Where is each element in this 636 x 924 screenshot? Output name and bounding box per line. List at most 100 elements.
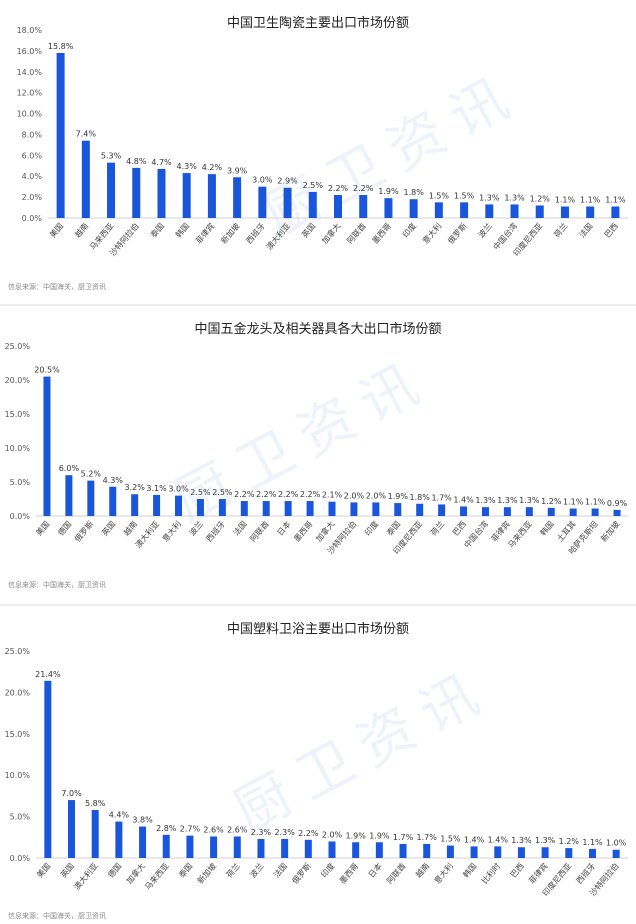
bar	[68, 800, 76, 858]
y-tick-label: 10.0%	[5, 444, 31, 453]
data-label: 4.8%	[126, 157, 147, 166]
category-label: 美国	[47, 221, 65, 240]
bar	[162, 834, 170, 858]
bar	[352, 842, 360, 858]
category-label: 法国	[577, 221, 595, 240]
source-note: 信息来源：中国海关，厨卫资讯	[8, 581, 106, 589]
y-tick-label: 14.0%	[17, 68, 43, 77]
category-label: 英国	[58, 861, 76, 880]
category-label: 荷兰	[224, 861, 242, 880]
bar	[186, 835, 194, 858]
category-label: 阿联酋	[248, 519, 271, 544]
bar	[569, 508, 577, 516]
y-tick-label: 5.0%	[10, 813, 31, 822]
data-label: 1.2%	[559, 837, 580, 846]
data-label: 1.8%	[410, 493, 431, 502]
bar	[304, 839, 312, 858]
category-label: 新加坡	[598, 519, 621, 544]
data-label: 4.2%	[202, 163, 223, 172]
category-label: 英国	[299, 221, 317, 240]
bar	[233, 836, 241, 858]
bar	[434, 202, 443, 218]
bar	[611, 206, 620, 218]
data-label: 4.3%	[177, 162, 198, 171]
category-label: 加拿大	[319, 221, 342, 246]
data-label: 1.9%	[369, 831, 390, 840]
category-label: 印度	[362, 519, 380, 538]
data-label: 1.0%	[606, 839, 627, 848]
bar	[210, 836, 218, 858]
data-label: 1.1%	[605, 196, 626, 205]
data-label: 1.3%	[519, 496, 540, 505]
chart-panel-faucets: 中国五金龙头及相关器具各大出口市场份额 厨卫资讯 0.0% 5.0% 10.0% 15…	[0, 306, 636, 604]
bar	[503, 507, 511, 516]
category-label: 日本	[366, 861, 384, 880]
category-label: 加拿大	[124, 861, 147, 886]
category-label: 阿联酋	[345, 221, 368, 246]
data-label: 1.3%	[511, 836, 532, 845]
bar	[65, 475, 73, 516]
category-label: 韩国	[461, 861, 479, 880]
category-label: 菲律宾	[489, 519, 512, 544]
category-label: 越南	[121, 519, 139, 538]
bar	[182, 173, 191, 218]
data-label: 1.2%	[541, 497, 562, 506]
chart-title: 中国卫生陶瓷主要出口市场份额	[226, 16, 409, 31]
category-label: 土耳其	[555, 519, 578, 544]
chart-panel-plastic-bath: 中国塑料卫浴主要出口市场份额 厨卫资讯 0.0% 5.0% 10.0% 15.0% 20…	[0, 606, 636, 924]
data-label: 1.3%	[535, 836, 556, 845]
data-label: 3.0%	[168, 485, 189, 494]
category-label: 比利时	[479, 861, 502, 886]
bar	[257, 838, 265, 858]
data-label: 1.3%	[497, 496, 518, 505]
source-note: 信息来源：中国海关，厨卫资讯	[8, 912, 106, 920]
category-label: 菲律宾	[193, 221, 216, 246]
category-label: 越南	[72, 221, 90, 240]
data-label: 7.4%	[76, 130, 97, 139]
bar	[423, 843, 431, 858]
data-label: 2.1%	[322, 491, 343, 500]
chart-panel-ceramics: 中国卫生陶瓷主要出口市场份额 厨卫资讯 0.0% 2.0% 4.0% 6.0% 8.0%…	[0, 0, 636, 304]
data-label: 1.7%	[431, 493, 452, 502]
data-label: 5.8%	[85, 799, 106, 808]
category-label: 墨西哥	[292, 520, 314, 544]
category-label: 西班牙	[244, 221, 267, 246]
data-label: 2.2%	[353, 184, 374, 193]
data-label: 2.7%	[180, 825, 201, 834]
data-label: 1.8%	[403, 188, 424, 197]
data-label: 1.9%	[378, 187, 399, 196]
bar	[258, 186, 267, 218]
data-label: 2.2%	[298, 829, 319, 838]
bar	[131, 494, 139, 516]
bar	[284, 501, 292, 516]
bar	[394, 503, 402, 516]
category-label: 法国	[231, 519, 249, 538]
y-tick-label: 20.0%	[5, 376, 31, 385]
bar	[207, 174, 216, 218]
y-tick-label: 20.0%	[5, 688, 31, 697]
category-label: 波兰	[248, 861, 266, 880]
bar	[481, 507, 489, 516]
data-label: 1.4%	[488, 835, 509, 844]
bar	[44, 680, 52, 858]
data-label: 2.5%	[303, 181, 324, 190]
data-label: 2.0%	[322, 830, 343, 839]
data-label: 7.0%	[61, 789, 82, 798]
y-tick-label: 18.0%	[17, 26, 43, 35]
bar	[81, 140, 90, 218]
category-label: 泰国	[148, 221, 166, 240]
data-label: 1.1%	[582, 838, 603, 847]
category-label: 英国	[99, 519, 117, 538]
category-label: 巴西	[509, 862, 526, 880]
bar	[565, 848, 573, 858]
bar	[139, 826, 147, 858]
category-label: 荷兰	[552, 221, 570, 240]
bar	[560, 206, 569, 218]
chart-title: 中国塑料卫浴主要出口市场份额	[226, 622, 409, 637]
data-label: 6.0%	[59, 464, 80, 473]
data-label: 1.5%	[429, 191, 450, 200]
category-label: 印度	[319, 861, 337, 880]
data-label: 2.8%	[156, 824, 177, 833]
bar	[233, 177, 242, 218]
data-label: 2.0%	[366, 491, 387, 500]
